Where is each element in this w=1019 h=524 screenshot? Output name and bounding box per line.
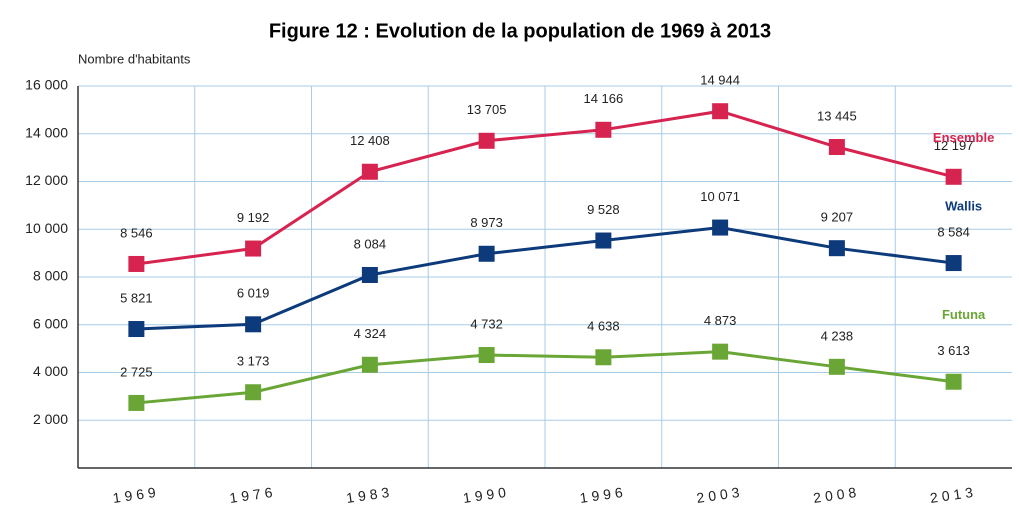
data-point xyxy=(361,266,378,283)
y-tick-label: 10 000 xyxy=(25,220,68,236)
value-label: 9 192 xyxy=(237,210,270,225)
data-point xyxy=(712,343,729,360)
value-label: 9 528 xyxy=(587,202,620,217)
data-point xyxy=(945,168,962,185)
x-tick-label: 1969 xyxy=(112,484,161,506)
y-tick-label: 14 000 xyxy=(25,124,68,140)
y-tick-label: 2 000 xyxy=(33,411,68,427)
series-label: Ensemble xyxy=(933,130,994,145)
y-tick-label: 6 000 xyxy=(33,315,68,331)
data-point xyxy=(712,219,729,236)
data-point xyxy=(712,103,729,120)
data-point xyxy=(828,358,845,375)
chart-title: Figure 12 : Evolution de la population d… xyxy=(269,20,771,42)
x-tick-label: 2008 xyxy=(812,484,861,506)
value-label: 3 613 xyxy=(937,343,970,358)
y-axis-title: Nombre d'habitants xyxy=(78,51,191,66)
data-point xyxy=(361,163,378,180)
data-point xyxy=(128,394,145,411)
y-tick-label: 12 000 xyxy=(25,172,68,188)
value-label: 12 197 xyxy=(934,138,974,153)
value-label: 2 725 xyxy=(120,364,153,379)
value-label: 8 973 xyxy=(470,215,503,230)
value-label: 4 238 xyxy=(821,328,854,343)
value-label: 5 821 xyxy=(120,290,153,305)
y-tick-label: 4 000 xyxy=(33,363,68,379)
x-tick-label: 1983 xyxy=(345,484,394,506)
data-point xyxy=(828,240,845,257)
x-tick-label: 2013 xyxy=(929,484,978,506)
data-point xyxy=(478,347,495,364)
value-label: 14 166 xyxy=(583,91,623,106)
value-label: 8 584 xyxy=(937,224,970,239)
x-tick-label: 1976 xyxy=(228,484,277,506)
series-line xyxy=(136,109,954,266)
data-point xyxy=(245,384,262,401)
series-label: Wallis xyxy=(945,198,982,213)
value-label: 3 173 xyxy=(237,354,270,369)
data-point xyxy=(945,255,962,272)
data-point xyxy=(478,132,495,149)
data-point xyxy=(128,255,145,272)
x-tick-label: 2003 xyxy=(695,484,744,506)
data-point xyxy=(245,316,262,333)
data-point xyxy=(945,373,962,390)
value-label: 12 408 xyxy=(350,133,390,148)
value-label: 4 638 xyxy=(587,319,620,334)
data-point xyxy=(828,139,845,156)
y-tick-label: 16 000 xyxy=(25,77,68,93)
data-point xyxy=(595,121,612,138)
value-label: 4 324 xyxy=(354,326,387,341)
series-line xyxy=(136,226,954,331)
data-point xyxy=(361,356,378,373)
value-label: 4 732 xyxy=(470,316,503,331)
value-label: 9 207 xyxy=(821,210,854,225)
value-label: 6 019 xyxy=(237,286,270,301)
x-tick-label: 1996 xyxy=(579,484,628,506)
data-point xyxy=(478,245,495,262)
data-point xyxy=(128,321,145,338)
data-point xyxy=(595,232,612,249)
value-label: 8 084 xyxy=(354,236,387,251)
value-label: 13 445 xyxy=(817,108,857,123)
series-line xyxy=(136,350,954,405)
y-tick-label: 8 000 xyxy=(33,268,68,284)
value-label: 10 071 xyxy=(700,189,740,204)
value-label: 4 873 xyxy=(704,313,737,328)
value-label: 14 944 xyxy=(700,73,740,88)
data-point xyxy=(245,240,262,257)
series-label: Futuna xyxy=(942,307,986,322)
data-point xyxy=(595,349,612,366)
value-label: 8 546 xyxy=(120,225,153,240)
value-label: 13 705 xyxy=(467,102,507,117)
x-tick-label: 1990 xyxy=(462,484,511,506)
